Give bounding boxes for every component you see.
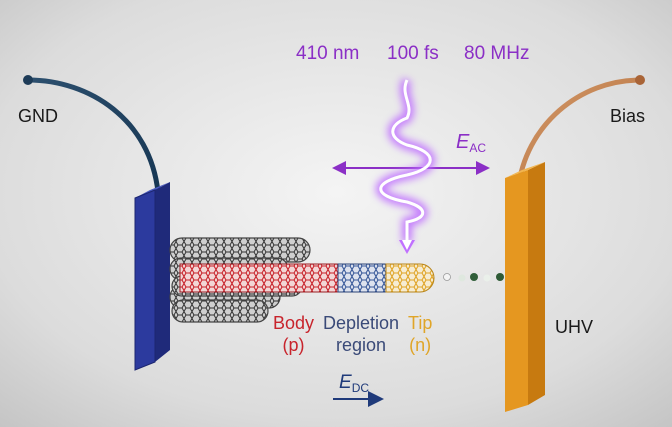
gnd-wire <box>25 77 161 195</box>
bias-wire <box>515 77 643 193</box>
gnd-wire-terminal <box>23 75 33 85</box>
bias-electrode-plate <box>505 162 545 412</box>
laser-repetition-rate: 80 MHz <box>464 43 530 64</box>
gnd-electrode-plate <box>134 182 170 371</box>
body-segment <box>179 263 341 293</box>
ac-field-subscript: AC <box>469 141 487 155</box>
gnd-label: GND <box>18 106 58 126</box>
uhv-label: UHV <box>555 317 594 337</box>
laser-wavelength: 410 nm <box>296 43 360 64</box>
laser-pulse-duration: 100 fs <box>387 43 439 64</box>
ac-field-symbol: E <box>456 131 470 153</box>
main-nanotube <box>179 263 435 293</box>
dc-field-symbol: E <box>339 372 352 393</box>
emitted-electrons <box>443 273 504 282</box>
depletion-segment <box>337 263 389 293</box>
dc-field-label: EDC <box>339 373 369 394</box>
dc-field-subscript: DC <box>351 381 370 395</box>
depletion-region-label: Depletion region <box>323 313 400 355</box>
laser-pulse <box>375 77 435 254</box>
ac-field-label: EAC <box>456 132 486 154</box>
body-region-label: Body (p) <box>273 313 315 355</box>
bias-wire-terminal <box>635 75 645 85</box>
tip-region-label: Tip (n) <box>408 313 433 355</box>
tip-segment <box>385 263 435 293</box>
bias-label: Bias <box>610 106 646 126</box>
ac-field-arrow <box>332 161 490 175</box>
